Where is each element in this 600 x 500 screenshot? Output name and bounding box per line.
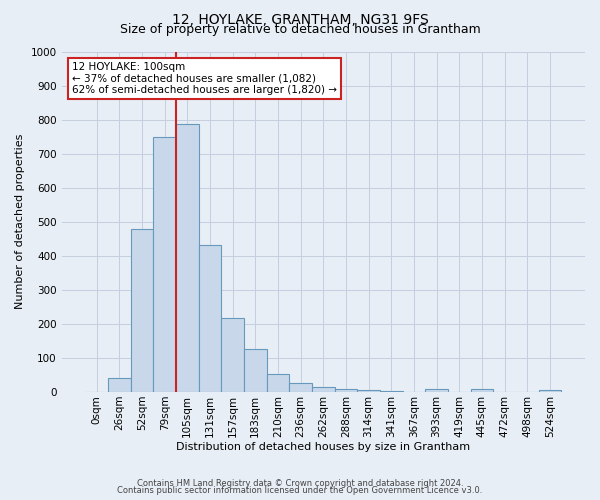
Text: Contains public sector information licensed under the Open Government Licence v3: Contains public sector information licen…	[118, 486, 482, 495]
Bar	[221, 318, 244, 392]
X-axis label: Distribution of detached houses by size in Grantham: Distribution of detached houses by size …	[176, 442, 470, 452]
Bar	[154, 138, 176, 392]
Bar	[357, 390, 380, 392]
Bar	[199, 245, 221, 392]
Y-axis label: Number of detached properties: Number of detached properties	[15, 134, 25, 310]
Bar	[425, 390, 448, 392]
Bar	[539, 390, 561, 392]
Text: Contains HM Land Registry data © Crown copyright and database right 2024.: Contains HM Land Registry data © Crown c…	[137, 478, 463, 488]
Text: 12 HOYLAKE: 100sqm
← 37% of detached houses are smaller (1,082)
62% of semi-deta: 12 HOYLAKE: 100sqm ← 37% of detached hou…	[72, 62, 337, 95]
Bar	[289, 382, 312, 392]
Text: 12, HOYLAKE, GRANTHAM, NG31 9FS: 12, HOYLAKE, GRANTHAM, NG31 9FS	[172, 12, 428, 26]
Bar	[335, 388, 357, 392]
Bar	[176, 124, 199, 392]
Bar	[470, 390, 493, 392]
Bar	[108, 378, 131, 392]
Bar	[266, 374, 289, 392]
Text: Size of property relative to detached houses in Grantham: Size of property relative to detached ho…	[119, 22, 481, 36]
Bar	[312, 387, 335, 392]
Bar	[131, 228, 154, 392]
Bar	[244, 350, 266, 392]
